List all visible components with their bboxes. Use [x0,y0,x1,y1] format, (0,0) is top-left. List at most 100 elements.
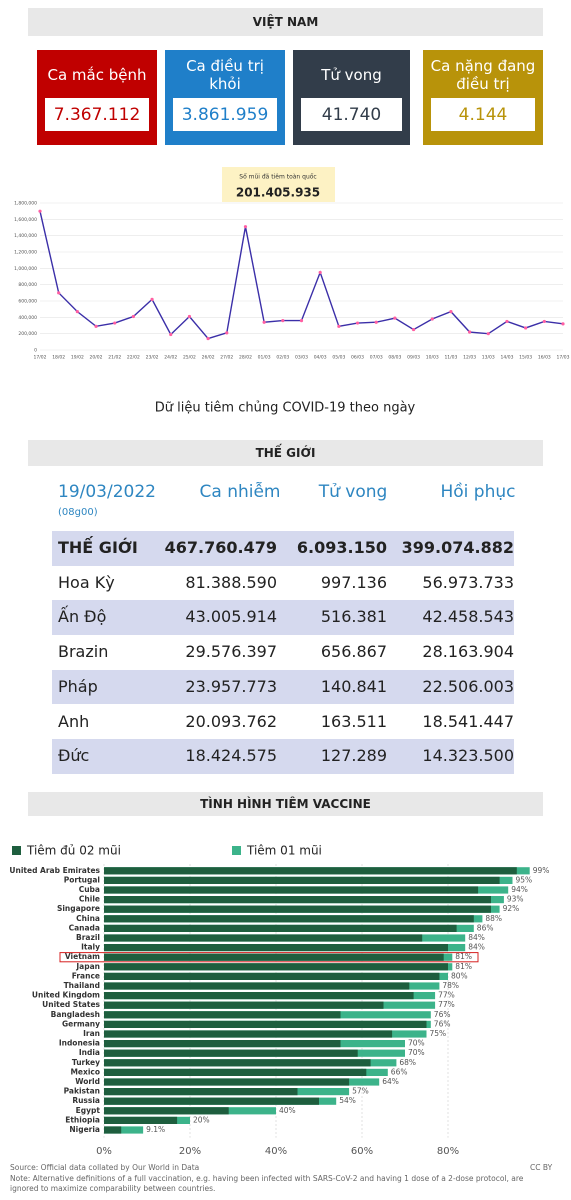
bar [104,992,414,1000]
cell: 29.576.397 [185,642,277,662]
stat-label: Ca mắc bệnh [47,66,147,84]
value-label: 93% [507,895,524,904]
point [150,297,154,301]
y-tick-label: 800,000 [18,282,37,288]
point [75,310,79,314]
point [430,317,434,321]
column-header: Ca nhiễm [199,482,281,502]
bar [104,1107,229,1115]
point [411,327,416,332]
x-tick-label: 23/02 [146,355,159,361]
point [318,270,322,275]
x-tick-label: 01/03 [258,355,271,361]
point [94,324,98,328]
bar [104,1040,341,1048]
bar [104,982,410,990]
value-label: 95% [516,875,533,884]
x-tick-label: 06/03 [351,355,364,361]
x-tick-label: 60% [351,1146,373,1157]
category-label: World [75,1077,100,1086]
x-tick-label: 80% [437,1146,459,1157]
x-tick-label: 27/02 [220,355,233,361]
x-tick-label: 12/03 [463,355,476,361]
point [187,314,192,319]
bar [104,876,500,884]
value-label: 92% [503,904,520,913]
annotation-box [222,167,335,202]
row-name: Brazin [58,642,109,662]
table-row [52,669,514,705]
x-tick-label: 15/03 [519,355,532,361]
caption: Dữ liệu tiêm chủng COVID-19 theo ngày [155,401,416,416]
point [299,319,304,323]
bar [104,896,491,904]
cell: 516.381 [320,607,387,627]
annotation-value: 201.405.935 [236,186,320,200]
point [505,319,509,324]
cell: 163.511 [320,711,387,731]
license: CC BY [530,1163,553,1172]
x-tick-label: 08/03 [388,355,401,361]
table-row [52,565,514,601]
category-label: Pakistan [64,1087,100,1096]
value-label: 94% [511,885,528,894]
value-label: 84% [468,933,485,942]
section-title: THẾ GIỚI [28,440,543,466]
stat-label: Ca nặng đang điều trị [430,57,536,93]
stat-card: Ca điều trị khỏi 3.861.959 [165,50,285,145]
line-chart: 0 200,000 400,000 600,000 800,000 1,000,000 1,… [14,167,570,416]
x-tick-label: 24/02 [164,355,177,361]
y-tick-label: 1,200,000 [14,250,37,256]
cell: 14.323.500 [422,746,514,766]
y-tick-label: 0 [34,348,37,354]
cell: 56.973.733 [422,572,514,592]
point [206,336,210,341]
source: Source: Official data collated by Our Wo… [10,1163,200,1172]
table-time: (08g00) [58,507,98,518]
y-tick-label: 1,600,000 [14,217,37,223]
x-tick-label: 09/03 [407,355,420,361]
point [561,322,565,326]
y-tick-label: 1,400,000 [14,233,37,239]
stat-label: Ca điều trị khỏi [186,57,264,93]
point [393,316,397,320]
bar [104,1059,371,1067]
annotation-label: Số mũi đã tiêm toàn quốc [239,174,316,181]
bar [104,886,479,894]
table-row [52,635,514,670]
row-name: Đức [58,746,90,766]
bar [104,1030,393,1038]
cell: 28.163.904 [422,642,514,662]
bar [104,905,491,913]
point [355,321,360,325]
value-label: 86% [477,923,494,932]
point [468,330,472,334]
section-title: TÌNH HÌNH TIÊM VACCINE [28,792,543,816]
x-tick-label: 40% [265,1146,287,1157]
x-tick-label: 0% [96,1146,112,1157]
note: Note: Alternative definitions of a full … [10,1174,524,1193]
x-tick-label: 21/02 [108,355,121,361]
x-tick-label: 16/03 [538,355,551,361]
value-label: 70% [408,1048,425,1057]
value-label: 77% [438,1000,455,1009]
row-name: Anh [58,711,90,731]
x-tick-label: 05/03 [332,355,345,361]
cell: 42.458.543 [422,607,514,627]
x-tick-label: 02/03 [276,355,289,361]
point [169,332,173,337]
value-label: 88% [485,914,502,923]
table-row [52,704,514,740]
y-tick-label: 1,800,000 [14,201,37,207]
x-tick-label: 17/02 [34,355,47,361]
category-label: Germany [62,1019,100,1028]
point [374,320,378,324]
bar [104,1049,358,1057]
category-label: Nigeria [69,1125,100,1134]
bar [104,1020,427,1028]
point [281,319,285,323]
bar [104,1126,144,1134]
value-label: 76% [434,1019,451,1028]
category-label: Mexico [70,1067,100,1076]
row-name: Hoa Kỳ [58,572,115,592]
